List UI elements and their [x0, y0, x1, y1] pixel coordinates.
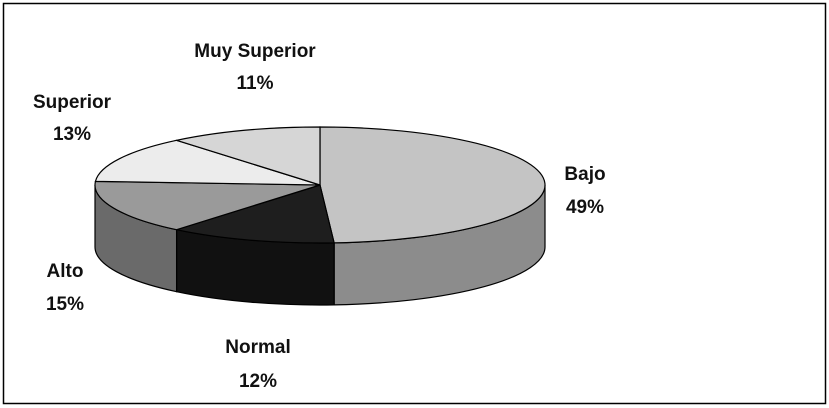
slice-label: 15% — [46, 294, 84, 315]
slice — [174, 184, 335, 244]
slice-label: 12% — [239, 371, 277, 392]
slice-name: Alto — [47, 261, 84, 282]
slice-name: Muy Superior — [194, 41, 316, 62]
slice-label: 49% — [566, 197, 604, 218]
slice-label: 11% — [237, 73, 274, 94]
slice-label: 13% — [53, 124, 91, 145]
slice-name: Bajo — [564, 164, 605, 185]
slice-name: Superior — [33, 92, 112, 113]
slice — [319, 126, 546, 244]
slice — [94, 139, 321, 186]
slice-name: Normal — [225, 337, 290, 358]
pie — [94, 126, 546, 306]
slice — [174, 126, 321, 186]
slice — [94, 180, 321, 231]
